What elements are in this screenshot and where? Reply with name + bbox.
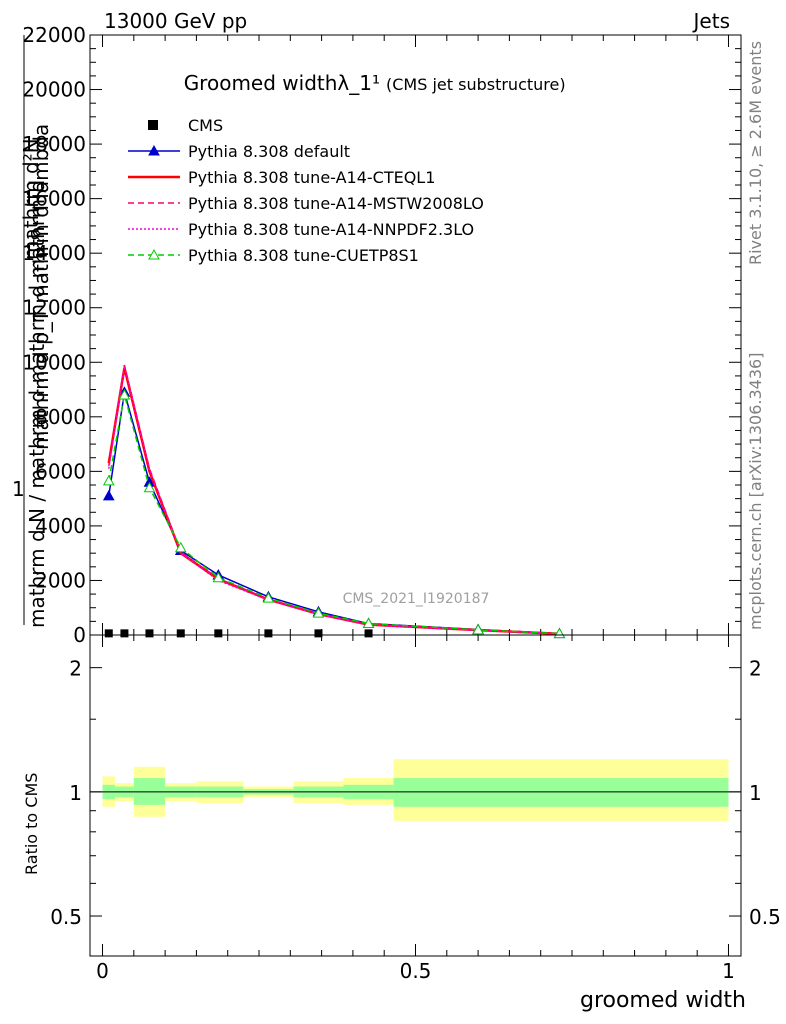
x-tick-label: 0: [96, 959, 109, 983]
ratio-y-tick-label: 1: [69, 781, 82, 805]
y-tick-label: 14000: [22, 241, 86, 265]
series-marker: [102, 489, 115, 501]
series-line: [107, 367, 560, 636]
series-marker: [118, 388, 131, 400]
legend-entry: Pythia 8.308 tune-A14-MSTW2008LO: [128, 194, 484, 213]
ratio-bands: [102, 759, 729, 821]
series-marker: [174, 541, 187, 553]
analysis-watermark: CMS_2021_I1920187: [343, 591, 490, 607]
series-marker: [472, 623, 484, 635]
process-label: Jets: [692, 9, 730, 33]
ratio-plot-panel: 0.5 0.5 1 1 2 2 0 0.5 1 Ratio to CMS groomed wid…: [22, 634, 781, 1013]
ratio-y-tick-label-right: 2: [749, 657, 762, 681]
series-0: [104, 629, 373, 638]
ratio-y-tick-label-right: 1: [749, 781, 762, 805]
series-marker: [212, 571, 225, 583]
cms-data-point: [314, 629, 323, 638]
cms-data-point: [176, 629, 185, 638]
chart-title: Groomed widthλ_1¹: [184, 71, 380, 95]
cms-data-point: [120, 629, 129, 638]
beam-label: 13000 GeV pp: [104, 9, 247, 33]
ylabel-denominator: mathrm d p_T mathrm d lambda: [29, 124, 53, 450]
series-marker: [312, 607, 325, 618]
legend-label: Pythia 8.308 tune-CUETP8S1: [188, 246, 419, 265]
x-axis-label: groomed width: [580, 988, 746, 1013]
series-2: [107, 367, 560, 636]
ylabel-bottom: mathrm d N / mathrm d mathrm d mathrm d: [25, 180, 49, 628]
series-marker: [262, 592, 275, 603]
y-tick-label: 22000: [22, 23, 86, 47]
y-tick-label: 6000: [35, 459, 86, 483]
series-marker: [362, 617, 375, 629]
y-tick-label: 18000: [22, 132, 86, 156]
main-y-axis-label: mathrm d²N mathrm d p_T mathrm d lambda …: [12, 35, 53, 628]
legend-entry: CMS: [148, 116, 223, 135]
legend-label: Pythia 8.308 default: [188, 142, 350, 161]
cms-data-point: [364, 629, 373, 638]
series-line: [108, 392, 560, 635]
cms-data-point: [264, 629, 273, 638]
series-line: [108, 366, 560, 635]
ratio-inner-band: [393, 778, 729, 807]
ylabel-numerator: mathrm d²N: [19, 138, 43, 260]
main-plot-panel: 0 2000 4000 6000 8000 10000 12000 14000 16000 180…: [22, 23, 742, 647]
main-series-group: [102, 364, 566, 639]
cms-data-point: [145, 629, 154, 638]
mcplots-label: mcplots.cern.ch [arXiv:1306.3436]: [746, 353, 765, 630]
ratio-y-tick-label: 2: [69, 657, 82, 681]
legend-entry: Pythia 8.308 tune-A14-CTEQL1: [128, 168, 435, 187]
cms-data-point: [214, 629, 223, 638]
series-4: [108, 366, 560, 635]
legend-label: CMS: [188, 116, 223, 135]
rivet-label: Rivet 3.1.10, ≥ 2.6M events: [746, 41, 765, 265]
ratio-y-tick-label: 0.5: [50, 905, 82, 929]
ylabel-one: 1: [12, 477, 25, 501]
y-tick-label: 12000: [22, 296, 86, 320]
legend-marker: [148, 248, 160, 260]
y-tick-label: 2000: [35, 568, 86, 592]
legend-label: Pythia 8.308 tune-A14-NNPDF2.3LO: [188, 220, 474, 239]
series-5: [102, 388, 566, 639]
legend: CMS Pythia 8.308 default Pythia 8.308 tune…: [128, 116, 484, 265]
legend-entry: Pythia 8.308 default: [128, 142, 350, 161]
legend-entry: Pythia 8.308 tune-CUETP8S1: [128, 246, 419, 265]
series-marker: [102, 474, 115, 486]
ratio-plot-frame: [89, 634, 742, 957]
x-tick-label: 0.5: [400, 959, 432, 983]
y-tick-label: 0: [73, 623, 86, 647]
ratio-y-tick-label-right: 0.5: [749, 905, 781, 929]
series-line: [108, 364, 560, 635]
ratio-ticks: 0.5 0.5 1 1 2 2 0 0.5 1: [50, 635, 781, 983]
legend-entry: Pythia 8.308 tune-A14-NNPDF2.3LO: [128, 220, 474, 239]
y-tick-label: 16000: [22, 187, 86, 211]
legend-marker: [148, 120, 158, 130]
y-tick-label: 20000: [22, 78, 86, 102]
y-tick-label: 8000: [35, 405, 86, 429]
chart-subtitle: (CMS jet substructure): [386, 75, 566, 94]
series-3: [108, 364, 560, 635]
y-tick-label: 10000: [22, 350, 86, 374]
cms-data-point: [104, 629, 113, 638]
legend-label: Pythia 8.308 tune-A14-CTEQL1: [188, 168, 435, 187]
legend-marker: [148, 144, 160, 156]
series-line: [108, 394, 560, 635]
series-1: [102, 386, 566, 639]
x-tick-label: 1: [722, 959, 735, 983]
main-y-ticks: 0 2000 4000 6000 8000 10000 12000 14000 16000 180…: [22, 23, 741, 647]
ratio-y-label: Ratio to CMS: [22, 773, 41, 875]
y-tick-label: 4000: [35, 514, 86, 538]
series-marker: [143, 481, 156, 493]
legend-label: Pythia 8.308 tune-A14-MSTW2008LO: [188, 194, 484, 213]
